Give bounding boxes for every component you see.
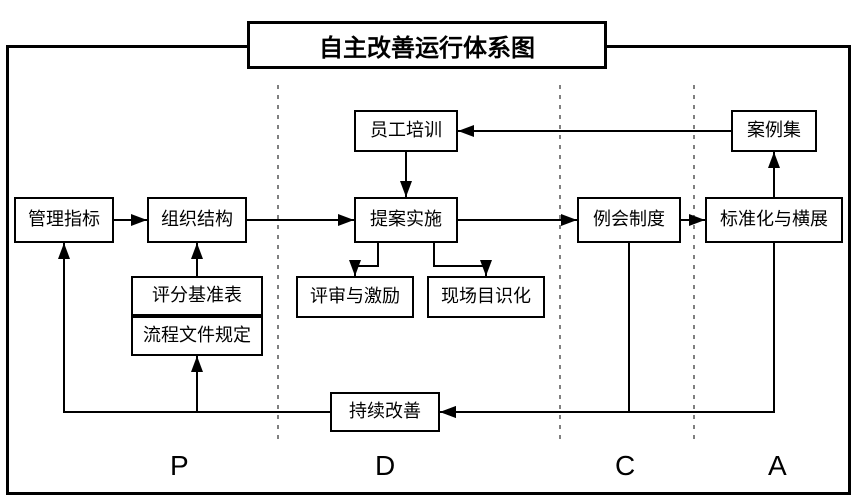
node-meeting: 例会制度 (577, 197, 681, 243)
node-label: 提案实施 (370, 210, 442, 230)
node-continuous: 持续改善 (330, 392, 440, 432)
node-label: 标准化与横展 (720, 210, 828, 230)
node-label: 现场目识化 (441, 287, 531, 307)
node-label: 评分基准表 (152, 286, 242, 306)
node-label: 组织结构 (161, 210, 233, 230)
phase-p: P (170, 450, 189, 482)
node-score-table: 评分基准表 (131, 276, 263, 316)
node-case-set: 案例集 (731, 110, 817, 152)
phase-a: A (768, 450, 787, 482)
node-emp-train: 员工培训 (354, 110, 458, 152)
node-label: 案例集 (747, 121, 801, 141)
node-label: 流程文件规定 (143, 326, 251, 346)
node-org-struct: 组织结构 (147, 197, 247, 243)
node-mgmt-index: 管理指标 (14, 197, 114, 243)
node-flow-rule: 流程文件规定 (131, 316, 263, 356)
phase-label: C (615, 450, 635, 481)
phase-label: D (375, 450, 395, 481)
node-standardize: 标准化与横展 (705, 197, 843, 243)
node-label: 管理指标 (28, 210, 100, 230)
node-label: 评审与激励 (310, 287, 400, 307)
node-label: 员工培训 (370, 121, 442, 141)
node-visual: 现场目识化 (427, 276, 545, 318)
diagram-title: 自主改善运行体系图 (247, 21, 607, 69)
node-label: 持续改善 (349, 402, 421, 422)
phase-label: P (170, 450, 189, 481)
diagram-title-text: 自主改善运行体系图 (319, 28, 535, 63)
node-review: 评审与激励 (296, 276, 414, 318)
phase-c: C (615, 450, 635, 482)
node-label: 例会制度 (593, 210, 665, 230)
node-proposal: 提案实施 (354, 197, 458, 243)
phase-d: D (375, 450, 395, 482)
phase-label: A (768, 450, 787, 481)
